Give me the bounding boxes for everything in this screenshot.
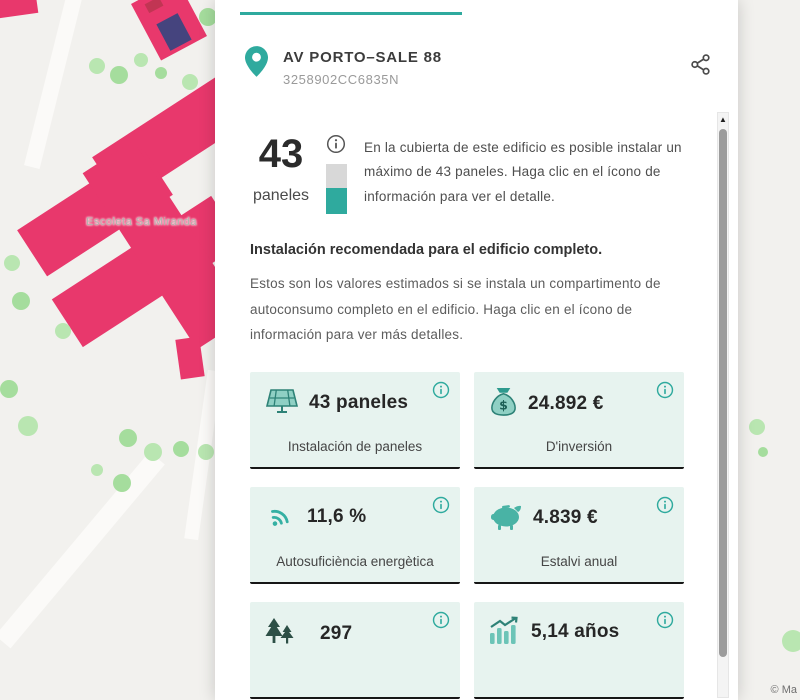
summary-info-button[interactable] <box>326 134 346 154</box>
panel-summary: 43 paneles En la cubierta de este edific… <box>250 134 684 214</box>
building <box>0 0 39 20</box>
card-top: $ 24.892 € <box>488 386 670 422</box>
tree <box>199 8 217 26</box>
tree <box>749 419 765 435</box>
trees-icon <box>264 616 296 653</box>
info-icon <box>656 611 674 632</box>
section-title: Instalación recomendada para el edificio… <box>250 242 603 258</box>
card-info-button[interactable] <box>656 381 674 399</box>
card-label: Estalvi anual <box>540 554 618 570</box>
info-icon <box>432 496 450 517</box>
tree <box>91 464 103 476</box>
card-payback: 5,14 años <box>474 601 684 699</box>
card-info-button[interactable] <box>656 611 674 629</box>
panels-count: 43 <box>258 132 304 176</box>
tree <box>155 67 167 79</box>
panel-scroll-content: 43 paneles En la cubierta de este edific… <box>215 110 738 700</box>
road <box>24 0 88 169</box>
address-title: AV PORTO–SALE 88 <box>283 49 442 66</box>
capacity-bar-gray <box>325 164 347 188</box>
panel-scrollbar[interactable]: ▲ <box>717 112 729 698</box>
piggy-bank-icon <box>488 501 524 536</box>
capacity-bar-teal <box>325 188 347 214</box>
info-icon <box>432 381 450 402</box>
card-value: 5,14 años <box>531 621 620 643</box>
tree <box>110 66 128 84</box>
tree <box>182 74 198 90</box>
tree <box>113 474 131 492</box>
map-place-label: Escoleta Sa Miranda <box>86 216 197 228</box>
tree <box>55 323 71 339</box>
card-value: 24.892 € <box>528 392 604 414</box>
card-top: 43 paneles <box>264 386 446 421</box>
tree <box>782 630 800 652</box>
card-top: 4.839 € <box>488 501 670 536</box>
card-label: D'inversión <box>545 439 613 455</box>
card-label: Autosuficiència energètica <box>276 554 434 570</box>
tree <box>89 58 105 74</box>
card-value: 11,6 % <box>307 506 367 528</box>
card-label: Instalación de paneles <box>287 439 423 455</box>
tree <box>173 441 189 457</box>
tree <box>198 444 214 460</box>
cadastral-reference: 3258902CC6835N <box>283 72 400 87</box>
card-top: 11,6 % <box>264 501 446 534</box>
capacity-bars <box>325 164 347 214</box>
antenna-signal-icon <box>264 501 298 534</box>
card-panels: 43 paneles Instalación de paneles <box>250 371 460 469</box>
tree <box>119 429 137 447</box>
tree <box>12 292 30 310</box>
map-pin-icon <box>245 46 268 82</box>
scroll-up-arrow[interactable]: ▲ <box>719 115 727 124</box>
card-label <box>264 675 446 687</box>
section-description: Estos son los valores estimados si se in… <box>250 276 661 343</box>
panel-header: AV PORTO–SALE 88 3258902CC6835N <box>215 40 738 100</box>
card-trees: 297 <box>250 601 460 699</box>
chart-growth-icon <box>488 616 522 649</box>
road <box>0 451 165 649</box>
tree <box>134 53 148 67</box>
card-info-button[interactable] <box>656 496 674 514</box>
summary-info-text: En la cubierta de este edificio es posib… <box>364 140 682 204</box>
active-tab-indicator <box>240 12 462 15</box>
card-annual-savings: 4.839 € Estalvi anual <box>474 486 684 584</box>
card-investment: $ 24.892 € D'inversión <box>474 371 684 469</box>
card-value: 4.839 € <box>533 507 598 529</box>
tree <box>4 255 20 271</box>
panels-count-block: 43 paneles <box>250 134 312 214</box>
info-icon <box>432 611 450 632</box>
card-value: 43 paneles <box>309 392 409 414</box>
capacity-indicator <box>324 134 348 214</box>
card-label <box>488 675 670 687</box>
tree <box>0 380 18 398</box>
card-value: 297 <box>320 623 353 645</box>
share-button[interactable] <box>691 54 710 78</box>
solar-panel-icon <box>264 386 300 421</box>
card-info-button[interactable] <box>432 496 450 514</box>
detail-panel: AV PORTO–SALE 88 3258902CC6835N 43 panel… <box>215 0 738 700</box>
scrollbar-thumb[interactable] <box>719 129 727 657</box>
stats-cards-grid: 43 paneles Instalación de paneles $ <box>250 371 684 699</box>
tree <box>758 447 768 457</box>
tree <box>18 416 38 436</box>
card-top: 297 <box>264 616 446 653</box>
map-attribution: © Ma <box>770 684 797 696</box>
svg-text:$: $ <box>499 398 508 413</box>
info-icon <box>326 134 346 157</box>
card-info-button[interactable] <box>432 381 450 399</box>
share-icon <box>691 54 710 78</box>
tree <box>144 443 162 461</box>
panels-count-unit: paneles <box>252 187 310 204</box>
money-bag-icon: $ <box>488 386 519 422</box>
card-top: 5,14 años <box>488 616 670 649</box>
card-info-button[interactable] <box>432 611 450 629</box>
card-self-sufficiency: 11,6 % Autosuficiència energètica <box>250 486 460 584</box>
info-icon <box>656 496 674 517</box>
info-icon <box>656 381 674 402</box>
